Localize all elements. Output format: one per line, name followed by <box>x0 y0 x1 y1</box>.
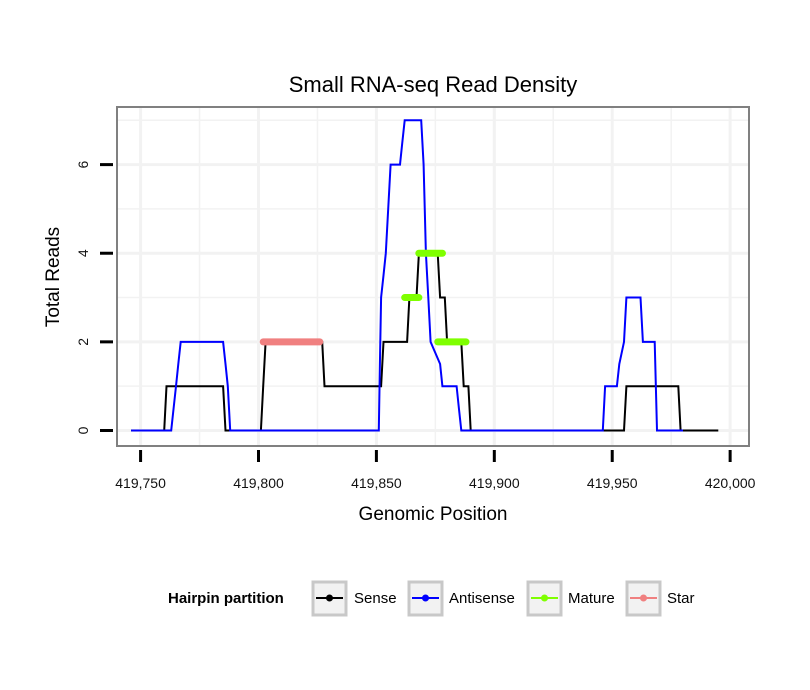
x-tick-label: 420,000 <box>705 475 756 491</box>
plot-border <box>116 106 750 447</box>
legend-label-mature: Mature <box>568 590 615 607</box>
legend-label-star: Star <box>667 590 695 607</box>
legend-label-sense: Sense <box>354 590 397 607</box>
legend-point-sense <box>326 594 333 602</box>
legend-point-star <box>640 594 647 602</box>
chart-title: Small RNA-seq Read Density <box>289 72 578 97</box>
legend-label-antisense: Antisense <box>449 590 515 607</box>
legend-title: Hairpin partition <box>168 590 284 607</box>
y-tick-label: 6 <box>75 160 91 168</box>
plot-panel <box>117 107 749 446</box>
legend-item-sense: Sense <box>311 580 397 617</box>
series-line-antisense <box>131 119 683 432</box>
y-axis-title: Total Reads <box>43 227 64 327</box>
x-axis-title: Genomic Position <box>359 504 508 525</box>
legend-point-mature <box>541 594 548 602</box>
x-tick-label: 419,800 <box>233 475 284 491</box>
legend: Hairpin partition Sense Antisense Mature… <box>168 580 695 617</box>
x-axis: 419,750 419,800 419,850 419,900 419,950 420,0… <box>115 450 756 491</box>
x-tick-label: 419,900 <box>469 475 520 491</box>
x-tick-label: 419,750 <box>115 475 166 491</box>
x-tick-label: 419,850 <box>351 475 402 491</box>
legend-item-antisense: Antisense <box>407 580 515 617</box>
legend-item-mature: Mature <box>526 580 615 617</box>
legend-item-star: Star <box>625 580 695 617</box>
y-tick-label: 2 <box>75 338 91 346</box>
y-tick-label: 0 <box>75 426 91 434</box>
legend-point-antisense <box>422 594 429 602</box>
y-axis: 0 2 4 6 <box>75 160 113 434</box>
y-tick-label: 4 <box>75 249 91 257</box>
x-tick-label: 419,950 <box>587 475 638 491</box>
partition-segments <box>259 249 470 346</box>
